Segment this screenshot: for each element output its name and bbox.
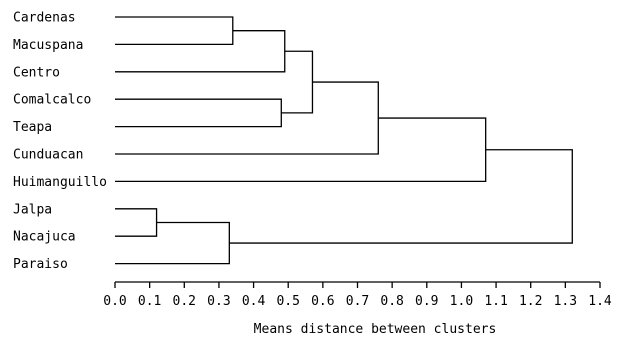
x-tick-label: 1.3 [554,294,577,309]
leaf-label: Cardenas [13,11,76,26]
dendrogram-links [115,16,573,265]
leaf-label: Nacajuca [13,230,76,245]
x-tick-label: 0.4 [242,294,266,309]
leaf-label: Jalpa [13,202,52,217]
dendrogram-link-m1 [115,208,158,237]
x-tick-label: 1.4 [588,294,612,309]
x-tick-label: 0.5 [276,294,299,309]
x-tick-label: 0.9 [415,294,438,309]
x-tick-label: 1.0 [450,294,473,309]
x-tick-label: 0.0 [103,294,126,309]
leaf-label: Comalcalco [13,93,91,108]
dendrogram-link-m6 [281,50,314,114]
dendrogram-link-m4 [115,98,282,128]
x-tick-label: 0.7 [346,294,369,309]
leaf-label: Paraiso [13,257,68,272]
x-axis: 0.0 0.1 0.2 0.3 0.4 0.5 0.6 0.7 0.8 0.9 1.0 1.1 1.2 1… [103,281,612,309]
leaf-label: Cunduacan [13,148,83,163]
x-tick-label: 0.3 [207,294,230,309]
leaf-label: Teapa [13,120,52,135]
dendrogram-link-m9 [229,149,573,244]
x-tick-label: 1.2 [519,294,542,309]
dendrogram-link-m3 [115,16,234,46]
x-tick-label: 0.2 [173,294,196,309]
x-tick-label: 0.8 [380,294,403,309]
dendrogram-link-m5 [115,30,286,73]
x-axis-title: Means distance between clusters [254,322,497,337]
leaf-label: Centro [13,65,60,80]
x-tick-label: 0.6 [311,294,334,309]
leaf-labels: Cardenas Macuspana Centro Comalcalco Teapa Cu… [13,11,107,273]
leaf-label: Macuspana [13,38,83,53]
x-tick-label: 1.1 [484,294,507,309]
dendrogram-link-m7 [115,81,379,155]
x-tick-label: 0.1 [138,294,161,309]
dendrogram-link-m2 [115,221,230,265]
leaf-label: Huimanguillo [13,175,107,190]
dendrogram-link-m8 [115,117,487,183]
